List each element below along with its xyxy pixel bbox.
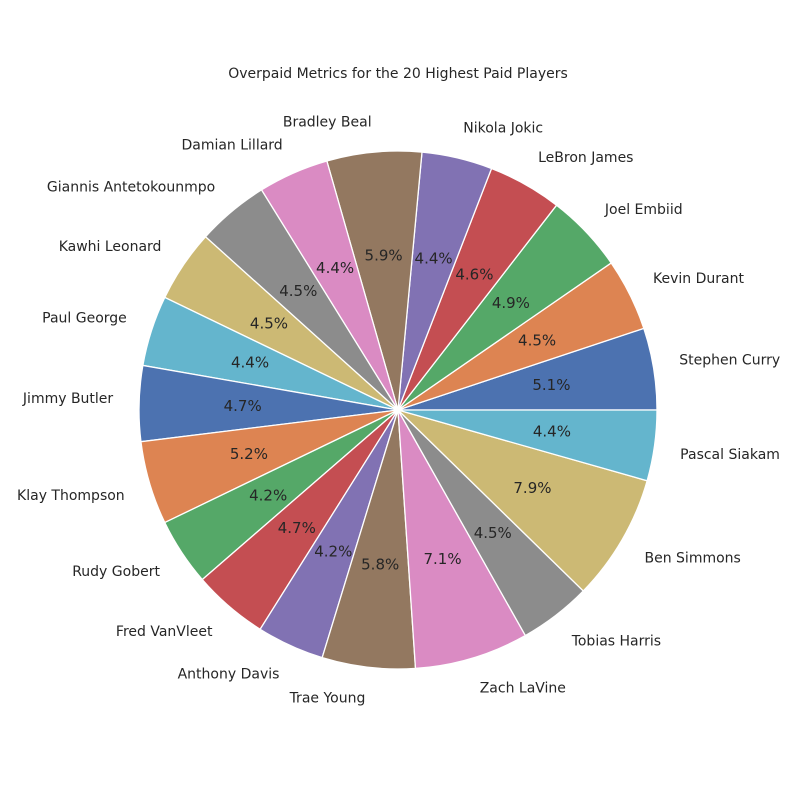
slice-label-damian-lillard: Damian Lillard [181,137,282,153]
slice-percent-trae-young: 5.8% [361,555,399,573]
slice-label-paul-george: Paul George [42,311,127,327]
slice-percent-anthony-davis: 4.2% [314,542,352,560]
slice-percent-kawhi-leonard: 4.5% [250,314,288,332]
slice-percent-stephen-curry: 5.1% [532,376,570,394]
slice-label-stephen-curry: Stephen Curry [679,353,780,369]
slice-percent-jimmy-butler: 4.7% [224,397,262,415]
slice-label-rudy-gobert: Rudy Gobert [72,564,160,580]
slice-percent-damian-lillard: 4.4% [316,259,354,277]
slice-pascal-siakam [397,409,658,482]
chart-title: Overpaid Metrics for the 20 Highest Paid… [228,66,568,82]
slice-percent-tobias-harris: 4.5% [474,524,512,542]
slice-percent-pascal-siakam: 4.4% [533,422,571,440]
slice-label-zach-lavine: Zach LaVine [480,681,566,697]
slice-label-giannis-antetokounmpo: Giannis Antetokounmpo [47,179,215,195]
slice-percent-lebron-james: 4.6% [455,266,493,284]
slice-percent-paul-george: 4.4% [231,353,269,371]
slice-label-kevin-durant: Kevin Durant [653,271,744,287]
slice-label-pascal-siakam: Pascal Siakam [680,447,780,463]
slice-ben-simmons [397,409,648,592]
slice-percent-ben-simmons: 7.9% [513,479,551,497]
slice-percent-fred-vanvleet: 4.7% [278,519,316,537]
slice-label-joel-embiid: Joel Embiid [604,202,683,218]
slice-percent-giannis-antetokounmpo: 4.5% [279,282,317,300]
slice-label-klay-thompson: Klay Thompson [17,488,125,504]
slice-label-nikola-jokic: Nikola Jokic [463,121,543,137]
slice-percent-bradley-beal: 5.9% [365,246,403,264]
slice-label-bradley-beal: Bradley Beal [283,114,372,130]
slice-percent-labels: 5.1%4.5%4.9%4.6%4.4%5.9%4.4%4.5%4.5%4.4%… [224,246,571,573]
slice-label-fred-vanvleet: Fred VanVleet [116,624,213,640]
slice-label-kawhi-leonard: Kawhi Leonard [59,239,162,255]
pie-slices [138,150,658,670]
slice-name-labels: Stephen Curry Kevin Durant Joel Embiid LeBr… [17,114,780,706]
slice-label-jimmy-butler: Jimmy Butler [22,391,113,407]
slice-percent-klay-thompson: 5.2% [230,445,268,463]
slice-label-ben-simmons: Ben Simmons [645,550,741,566]
slice-percent-joel-embiid: 4.9% [492,294,530,312]
slice-zach-lavine [397,409,527,670]
slice-label-anthony-davis: Anthony Davis [178,667,280,683]
slice-percent-kevin-durant: 4.5% [518,332,556,350]
slice-percent-zach-lavine: 7.1% [424,550,462,568]
slice-percent-nikola-jokic: 4.4% [415,250,453,268]
slice-label-tobias-harris: Tobias Harris [571,633,661,649]
slice-percent-rudy-gobert: 4.2% [249,486,287,504]
slice-label-lebron-james: LeBron James [538,150,633,166]
slice-label-trae-young: Trae Young [289,691,366,707]
